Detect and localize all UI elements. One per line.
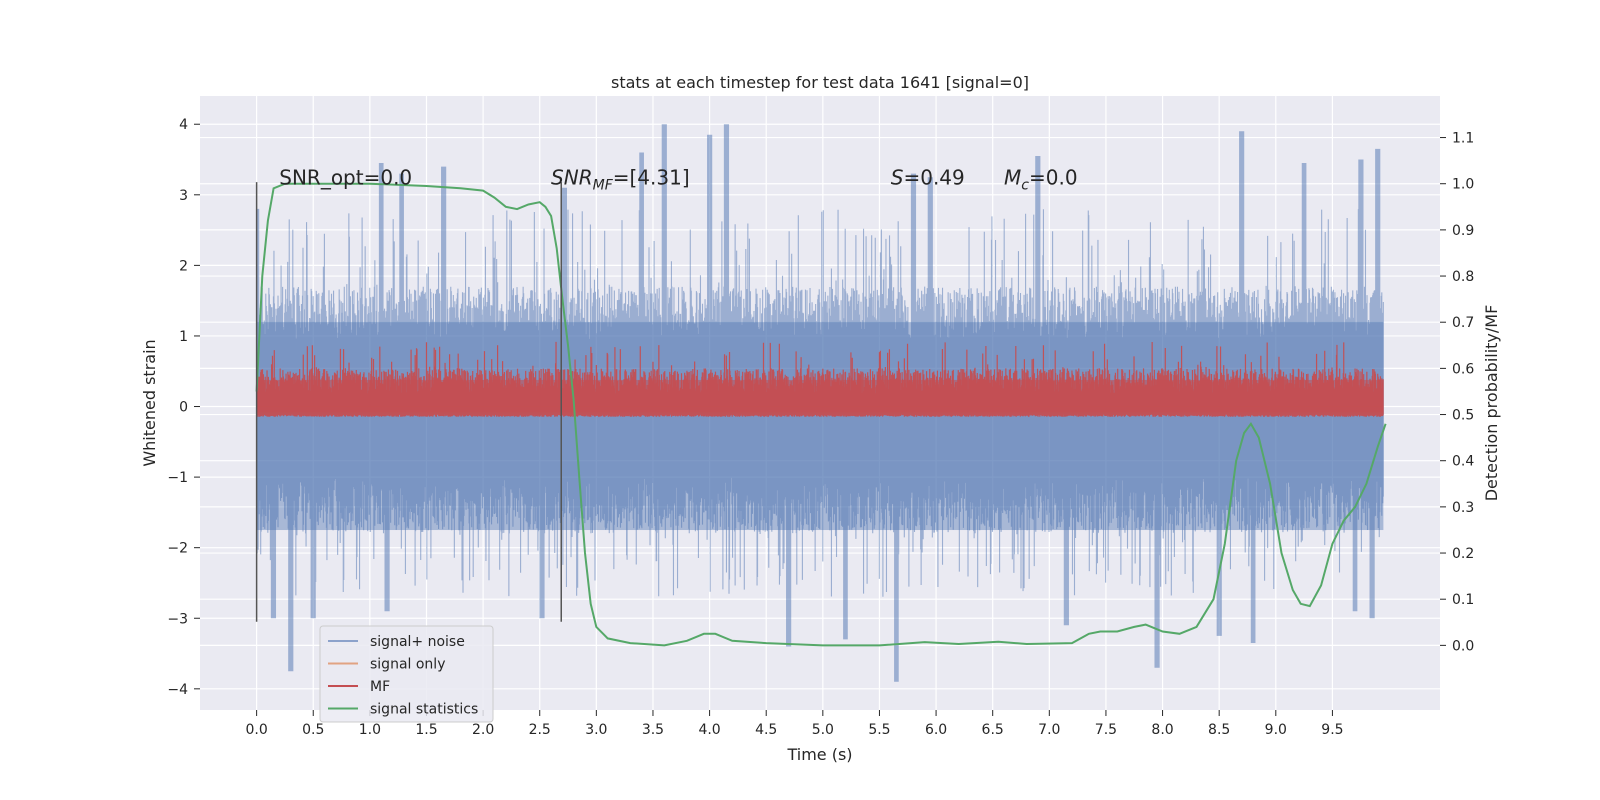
annotation-subscript: MF (593, 178, 614, 194)
y-tick-label: 0 (179, 400, 188, 416)
y2-tick-label: 1.0 (1452, 177, 1474, 193)
x-tick-label: 0.0 (245, 722, 267, 738)
annotations: SNR_opt=0.0 SNRMF=[4.31] S=0.49 Mc=0.0 (279, 166, 1077, 194)
legend-entry-3: MF (370, 679, 390, 695)
series-layer (255, 124, 1387, 682)
y-tick-label: −4 (167, 682, 188, 698)
legend-entry-4: signal statistics (370, 702, 478, 718)
x-axis-ticks: 0.0 0.5 1.0 1.5 2.0 2.5 3.0 3.5 4.0 4.5 5.0 5.5 6.0 6… (245, 710, 1344, 738)
x-tick-label: 5.0 (812, 722, 834, 738)
y-axis-label: Whitened strain (140, 339, 159, 466)
annotation-2: SNRMF=[4.31] (551, 166, 690, 194)
y2-tick-label: 0.1 (1452, 592, 1474, 608)
series-signal-statistics (255, 182, 1387, 647)
legend-entry-2: signal only (370, 657, 445, 673)
y2-tick-label: 0.4 (1452, 454, 1474, 470)
x-tick-label: 7.5 (1095, 722, 1117, 738)
y2-tick-label: 0.5 (1452, 408, 1474, 424)
annotation-3: S=0.49 (891, 166, 965, 190)
annotation-symbol: SNR (551, 166, 593, 190)
legend: signal+ noise signal only MF signal statist… (319, 625, 494, 723)
x-tick-label: 6.5 (982, 722, 1004, 738)
y-tick-label: 1 (179, 329, 188, 345)
y2-tick-label: 0.6 (1452, 361, 1474, 377)
vlines (255, 182, 562, 622)
y2-tick-label: 0.7 (1452, 315, 1474, 331)
series-mf (256, 341, 1384, 417)
x-tick-label: 3.0 (585, 722, 607, 738)
x-tick-label: 8.0 (1151, 722, 1173, 738)
annotation-value: =0.49 (903, 166, 964, 190)
x-tick-label: 2.0 (472, 722, 494, 738)
annotation-4: Mc=0.0 (1004, 166, 1078, 194)
x-axis-label: Time (s) (786, 745, 852, 764)
y2-tick-label: 0.8 (1452, 269, 1474, 285)
x-tick-label: 7.0 (1038, 722, 1060, 738)
y-tick-label: 3 (179, 188, 188, 204)
x-tick-label: 6.0 (925, 722, 947, 738)
y2-tick-label: 0.3 (1452, 500, 1474, 516)
x-tick-label: 9.5 (1321, 722, 1343, 738)
y2-tick-label: 0.9 (1452, 223, 1474, 239)
annotation-symbol: M (1004, 166, 1021, 190)
mf-core (256, 379, 1384, 413)
y2-axis-ticks: 0.0 0.1 0.2 0.3 0.4 0.5 0.6 0.7 0.8 0.9 1.0 1.1 (1440, 131, 1474, 654)
x-tick-label: 3.5 (642, 722, 664, 738)
y-tick-label: −3 (167, 611, 188, 627)
signal-noise-core (256, 321, 1384, 531)
annotation-value: =[4.31] (613, 166, 690, 190)
y-tick-label: −2 (167, 541, 188, 557)
x-tick-label: 4.0 (698, 722, 720, 738)
series-signal-noise (256, 124, 1384, 682)
x-tick-label: 1.5 (415, 722, 437, 738)
y2-tick-label: 1.1 (1452, 131, 1474, 147)
y-axis-ticks: −4 −3 −2 −1 0 1 2 3 4 (167, 117, 200, 698)
x-tick-label: 5.5 (868, 722, 890, 738)
legend-box (319, 625, 494, 723)
x-tick-label: 1.0 (359, 722, 381, 738)
annotation-symbol: S (891, 166, 904, 190)
y-tick-label: −1 (167, 470, 188, 486)
y2-tick-label: 0.0 (1452, 638, 1474, 654)
y-tick-label: 4 (179, 117, 188, 133)
y2-axis-label: Detection probability/MF (1482, 305, 1501, 502)
x-tick-label: 0.5 (302, 722, 324, 738)
x-tick-label: 9.0 (1265, 722, 1287, 738)
annotation-value: =0.0 (1029, 166, 1078, 190)
annotation-subscript: c (1021, 178, 1029, 194)
x-tick-label: 2.5 (529, 722, 551, 738)
y2-tick-label: 0.2 (1452, 546, 1474, 562)
y-tick-label: 2 (179, 258, 188, 274)
chart-title: stats at each timestep for test data 164… (611, 73, 1029, 92)
x-tick-label: 4.5 (755, 722, 777, 738)
legend-entry-1: signal+ noise (370, 634, 465, 650)
annotation-1: SNR_opt=0.0 (279, 166, 412, 190)
x-tick-label: 8.5 (1208, 722, 1230, 738)
